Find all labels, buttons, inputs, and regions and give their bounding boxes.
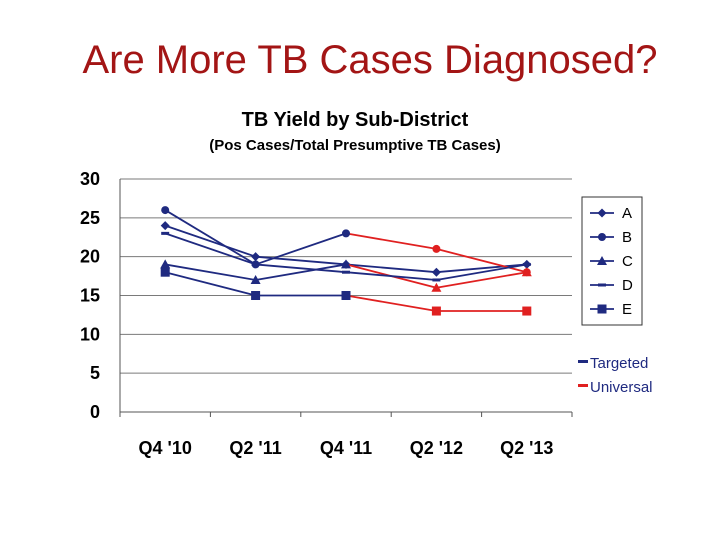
series-c-point: [250, 274, 261, 284]
series-b-segment: [436, 248, 528, 274]
series-a-segment: [255, 255, 347, 266]
series-d-segment: [345, 271, 437, 281]
legend-marker-a: [597, 208, 607, 218]
x-tick-label: Q2 '12: [410, 438, 463, 458]
y-tick-label: 20: [80, 247, 100, 267]
legend-marker-b: [598, 233, 606, 241]
slide-title: Are More TB Cases Diagnosed?: [82, 38, 658, 82]
x-tick-label: Q4 '11: [320, 438, 372, 458]
y-tick-label: 5: [90, 363, 100, 383]
series-d-point: [161, 231, 170, 235]
series-b-point: [432, 244, 441, 253]
series-a-segment: [345, 263, 437, 274]
y-tick-label: 25: [80, 208, 100, 228]
legend-label: B: [622, 229, 632, 246]
y-tick-label: 30: [80, 169, 100, 189]
series-c-point: [160, 259, 171, 269]
chart-subtitle: (Pos Cases/Total Presumptive TB Cases): [209, 137, 501, 154]
series-b-point: [161, 206, 170, 215]
series-e-point: [431, 306, 441, 316]
series-d-point: [522, 262, 531, 266]
legend-label: E: [622, 301, 632, 318]
key-label: Targeted: [590, 355, 648, 372]
series-e-segment: [345, 294, 437, 312]
series-c-segment: [255, 263, 347, 281]
legend-marker-d: [598, 283, 606, 287]
series-a-point: [431, 267, 441, 277]
series-c-point: [341, 259, 351, 269]
series-c-point: [521, 267, 532, 277]
legend-marker-e: [597, 304, 607, 314]
legend-label: A: [622, 205, 632, 222]
series-c-segment: [436, 271, 527, 289]
series-d-point: [251, 262, 260, 266]
x-tick-label: Q2 '11: [229, 438, 281, 458]
series-d-point: [432, 278, 441, 282]
key-swatch-universal: [578, 384, 588, 387]
y-tick-label: 0: [90, 402, 100, 422]
chart-title: TB Yield by Sub-District: [241, 109, 469, 131]
legend-label: D: [622, 277, 633, 294]
key-swatch-targeted: [578, 360, 588, 363]
y-tick-label: 10: [80, 324, 100, 344]
series-b-point: [342, 229, 350, 238]
series-b-segment: [255, 232, 347, 266]
series-d-segment: [436, 263, 527, 281]
x-tick-label: Q2 '13: [500, 438, 553, 458]
series-a-segment: [164, 224, 256, 258]
series-e-segment: [164, 271, 256, 297]
legend-marker-c: [597, 256, 607, 265]
series-c-point: [431, 282, 442, 292]
series-c-segment: [165, 263, 256, 281]
series-e-point: [341, 291, 351, 300]
series-b-segment: [345, 232, 437, 250]
legend-label: C: [622, 253, 633, 270]
x-tick-label: Q4 '10: [139, 438, 192, 458]
series-d-point: [342, 270, 350, 274]
y-tick-label: 15: [80, 286, 100, 306]
series-e-point: [522, 306, 532, 316]
series-e-point: [160, 267, 170, 277]
series-a-point: [251, 252, 261, 262]
series-d-segment: [164, 232, 256, 266]
series-a-segment: [436, 263, 527, 274]
series-a-point: [160, 221, 170, 231]
series-d-segment: [255, 263, 347, 274]
series-b-segment: [164, 209, 257, 266]
series-e-point: [251, 291, 261, 300]
key-label: Universal: [590, 379, 653, 396]
